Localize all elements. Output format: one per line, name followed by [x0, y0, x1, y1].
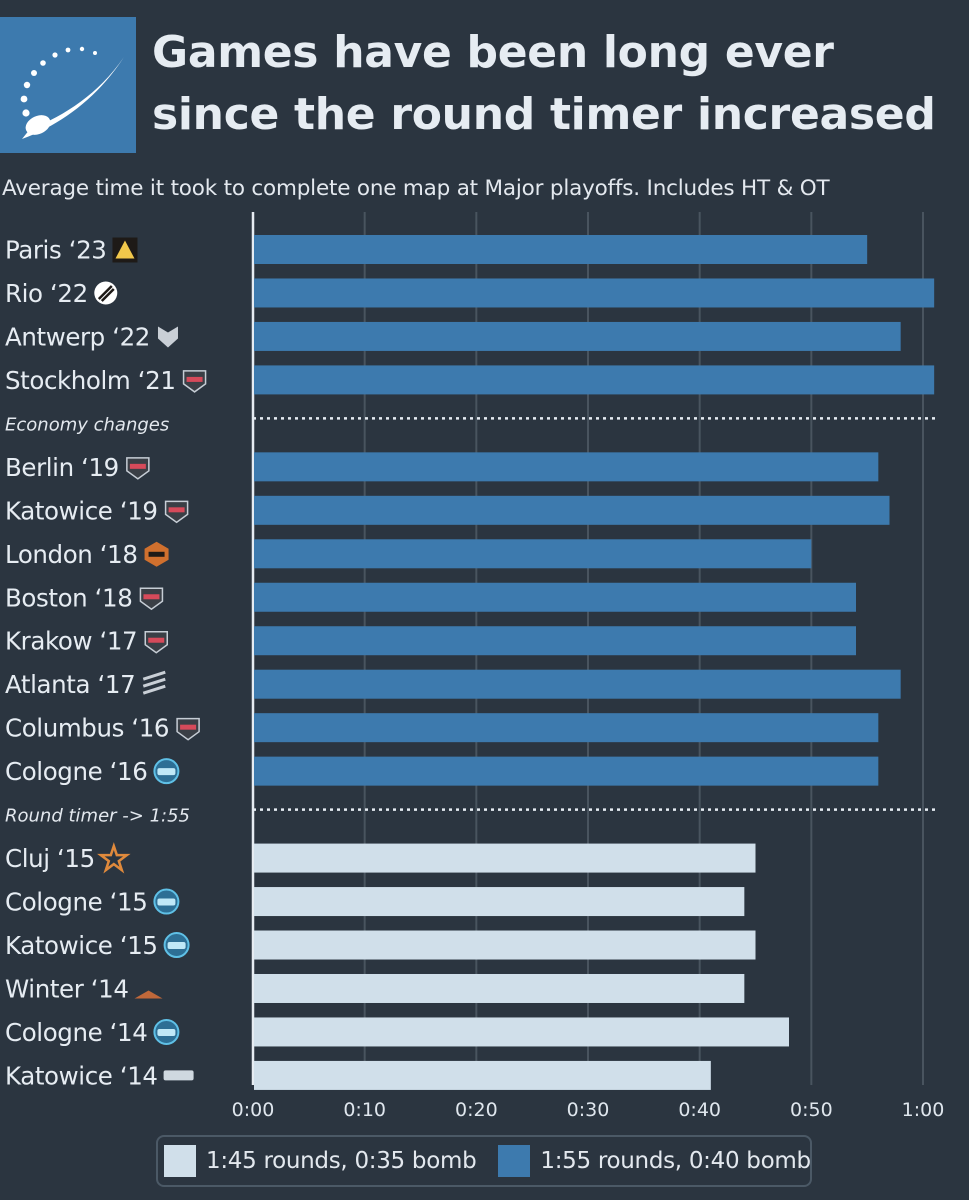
bar: [254, 973, 745, 1003]
iem-logo-icon: [94, 281, 118, 305]
category-label: Katowice ‘14: [5, 1061, 158, 1090]
category-label: Cologne ‘15: [5, 888, 147, 917]
category-label: Katowice ‘19: [5, 496, 158, 525]
bar: [254, 843, 756, 873]
faceit-major-logo-icon: [144, 541, 169, 567]
mlg-major-logo-icon: [176, 717, 200, 741]
x-tick-label: 0:00: [232, 1099, 275, 1121]
legend-item-155: 1:55 rounds, 0:40 bomb: [498, 1145, 811, 1177]
bar: [254, 887, 745, 917]
x-tick-label: 1:00: [902, 1099, 945, 1121]
legend-label-145: 1:45 rounds, 0:35 bomb: [206, 1148, 477, 1174]
pgl-krakow-logo-icon: [144, 630, 168, 654]
category-label: Cologne ‘16: [5, 757, 147, 786]
title-line-2: since the round timer increased: [152, 89, 936, 140]
category-label: Berlin ‘19: [5, 453, 119, 482]
category-label: Antwerp ‘22: [5, 322, 150, 351]
legend-swatch-145: [164, 1145, 196, 1177]
bar: [254, 582, 856, 612]
bar: [254, 930, 756, 960]
category-label: Rio ‘22: [5, 279, 88, 308]
bar: [254, 669, 901, 699]
category-label: Katowice ‘15: [5, 931, 158, 960]
esl-one-logo-icon: [153, 888, 180, 915]
esl-one-logo-icon: [163, 932, 190, 959]
divider-label: Economy changes: [5, 414, 169, 435]
esl-one-logo-icon: [153, 1018, 180, 1045]
category-label: London ‘18: [5, 540, 138, 569]
bar: [254, 235, 868, 264]
intel-extreme-masters-logo-icon: [164, 500, 189, 524]
category-label: Paris ‘23: [5, 236, 106, 265]
major-logo-icon: [182, 370, 207, 393]
chart-subtitle: Average time it took to complete one map…: [2, 176, 830, 201]
divider-label: Round timer -> 1:55: [5, 806, 190, 827]
site-logo: [0, 17, 136, 153]
esl-logo-icon: [163, 1070, 194, 1081]
title-line-1: Games have been long ever: [152, 27, 834, 78]
category-label: Boston ‘18: [5, 583, 132, 612]
bar: [254, 452, 879, 482]
dreamhack-star-logo-icon: [97, 842, 131, 874]
category-label: Cluj ‘15: [5, 844, 95, 873]
pgl-logo-icon: [157, 326, 178, 348]
category-label: Atlanta ‘17: [5, 670, 135, 699]
bar: [254, 1017, 789, 1047]
starladder-major-logo-icon: [126, 457, 150, 480]
category-label: Krakow ‘17: [5, 627, 137, 656]
bar: [254, 626, 856, 656]
bar: [254, 278, 935, 308]
bar-chart: 0:00 0:10 0:20 0:30 0:40 0:50 1:00 Paris ‘23 Rio…: [5, 212, 945, 1121]
category-label: Winter ‘14: [5, 974, 129, 1003]
bar: [254, 495, 890, 525]
eleague-logo-icon: [142, 670, 166, 695]
dreamhack-winter-logo-icon: [134, 990, 163, 999]
legend-swatch-155: [498, 1145, 531, 1177]
category-label: Stockholm ‘21: [5, 366, 176, 395]
x-tick-label: 0:50: [790, 1099, 833, 1121]
x-tick-label: 0:20: [455, 1099, 498, 1121]
legend-item-145: 1:45 rounds, 0:35 bomb: [164, 1145, 477, 1177]
chart-title: Games have been long ever since the roun…: [152, 22, 962, 146]
bar: [254, 756, 879, 786]
bar: [254, 1060, 711, 1090]
x-tick-label: 0:10: [343, 1099, 386, 1121]
esl-one-logo-icon: [153, 758, 180, 785]
legend-label-155: 1:55 rounds, 0:40 bomb: [540, 1148, 811, 1174]
bar: [254, 365, 935, 395]
eleague-major-logo-icon: [139, 587, 164, 611]
stylized-star-swoosh-icon: [20, 46, 124, 139]
category-label: Columbus ‘16: [5, 714, 169, 743]
bar: [254, 321, 901, 351]
category-label: Cologne ‘14: [5, 1018, 147, 1047]
bar: [254, 539, 812, 569]
blast-logo-icon: [112, 237, 138, 263]
x-tick-label: 0:40: [678, 1099, 721, 1121]
chart-legend: 1:45 rounds, 0:35 bomb 1:55 rounds, 0:40…: [156, 1135, 812, 1187]
x-tick-label: 0:30: [567, 1099, 610, 1121]
bar: [254, 713, 879, 743]
